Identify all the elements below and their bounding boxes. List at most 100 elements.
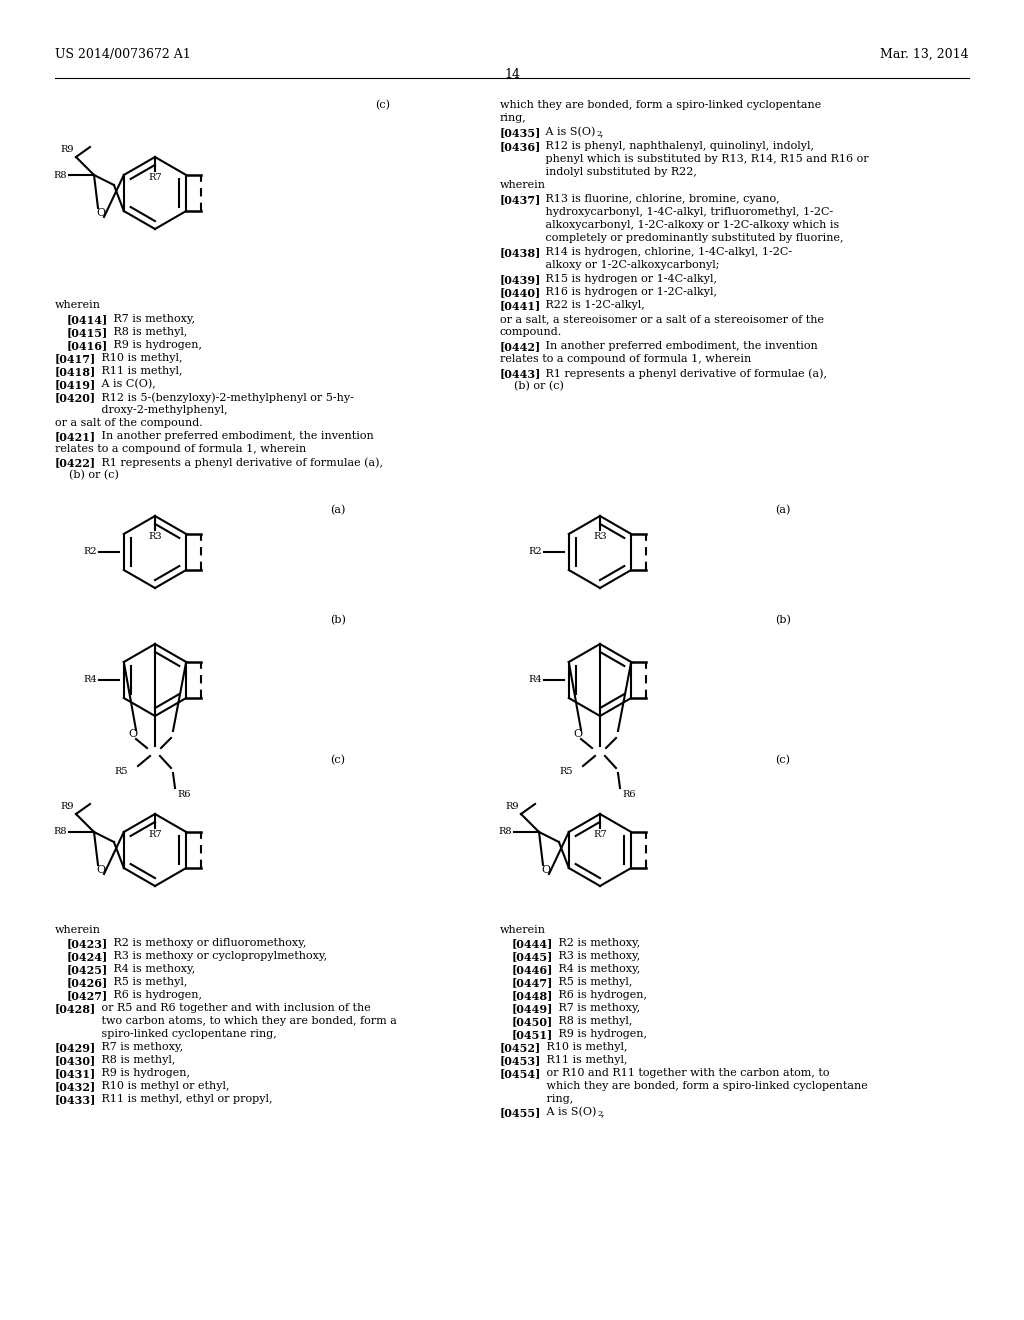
Text: wherein: wherein — [55, 300, 101, 310]
Text: [0424]: [0424] — [67, 950, 109, 962]
Text: [0439]: [0439] — [500, 275, 542, 285]
Text: R2 is methoxy,: R2 is methoxy, — [555, 939, 640, 948]
Text: or a salt, a stereoisomer or a salt of a stereoisomer of the: or a salt, a stereoisomer or a salt of a… — [500, 314, 824, 323]
Text: droxy-2-methylphenyl,: droxy-2-methylphenyl, — [98, 405, 227, 414]
Text: alkoxycarbonyl, 1-2C-alkoxy or 1-2C-alkoxy which is: alkoxycarbonyl, 1-2C-alkoxy or 1-2C-alko… — [542, 220, 840, 230]
Text: (b) or (c): (b) or (c) — [500, 381, 564, 391]
Text: R6: R6 — [177, 789, 190, 799]
Text: ,: , — [600, 127, 603, 137]
Text: R12 is 5-(benzyloxy)-2-methylphenyl or 5-hy-: R12 is 5-(benzyloxy)-2-methylphenyl or 5… — [98, 392, 354, 403]
Text: R1 represents a phenyl derivative of formulae (a),: R1 represents a phenyl derivative of for… — [98, 457, 383, 467]
Text: O: O — [573, 729, 583, 739]
Text: [0441]: [0441] — [500, 300, 542, 312]
Text: relates to a compound of formula 1, wherein: relates to a compound of formula 1, wher… — [500, 354, 752, 364]
Text: (a): (a) — [330, 506, 345, 515]
Text: R9 is hydrogen,: R9 is hydrogen, — [98, 1068, 190, 1078]
Text: R5: R5 — [115, 767, 128, 776]
Text: [0443]: [0443] — [500, 368, 542, 379]
Text: A is S(O): A is S(O) — [542, 127, 595, 137]
Text: R3 is methoxy or cyclopropylmethoxy,: R3 is methoxy or cyclopropylmethoxy, — [110, 950, 327, 961]
Text: R8 is methyl,: R8 is methyl, — [110, 327, 187, 337]
Text: [0423]: [0423] — [67, 939, 109, 949]
Text: US 2014/0073672 A1: US 2014/0073672 A1 — [55, 48, 190, 61]
Text: R5 is methyl,: R5 is methyl, — [555, 977, 633, 987]
Text: [0421]: [0421] — [55, 432, 96, 442]
Text: R3: R3 — [593, 532, 607, 541]
Text: R3: R3 — [148, 532, 162, 541]
Text: 14: 14 — [504, 69, 520, 81]
Text: ring,: ring, — [500, 114, 526, 123]
Text: 2: 2 — [597, 1110, 602, 1118]
Text: [0428]: [0428] — [55, 1003, 96, 1014]
Text: (b) or (c): (b) or (c) — [55, 470, 119, 480]
Text: R15 is hydrogen or 1-4C-alkyl,: R15 is hydrogen or 1-4C-alkyl, — [542, 275, 717, 284]
Text: R7 is methoxy,: R7 is methoxy, — [98, 1041, 183, 1052]
Text: (a): (a) — [775, 506, 791, 515]
Text: completely or predominantly substituted by fluorine,: completely or predominantly substituted … — [542, 234, 844, 243]
Text: O: O — [128, 729, 137, 739]
Text: R7 is methoxy,: R7 is methoxy, — [555, 1003, 640, 1012]
Text: wherein: wherein — [500, 925, 546, 935]
Text: R10 is methyl or ethyl,: R10 is methyl or ethyl, — [98, 1081, 229, 1092]
Text: R11 is methyl, ethyl or propyl,: R11 is methyl, ethyl or propyl, — [98, 1094, 272, 1104]
Text: hydroxycarbonyl, 1-4C-alkyl, trifluoromethyl, 1-2C-: hydroxycarbonyl, 1-4C-alkyl, trifluorome… — [542, 207, 834, 216]
Text: (c): (c) — [375, 100, 390, 111]
Text: R4: R4 — [528, 676, 542, 685]
Text: [0417]: [0417] — [55, 352, 96, 364]
Text: 2: 2 — [596, 129, 601, 139]
Text: [0436]: [0436] — [500, 141, 542, 152]
Text: [0455]: [0455] — [500, 1107, 542, 1118]
Text: R2 is methoxy or difluoromethoxy,: R2 is methoxy or difluoromethoxy, — [110, 939, 306, 948]
Text: [0454]: [0454] — [500, 1068, 542, 1078]
Text: [0445]: [0445] — [512, 950, 553, 962]
Text: [0426]: [0426] — [67, 977, 109, 987]
Text: R5 is methyl,: R5 is methyl, — [110, 977, 187, 987]
Text: which they are bonded, form a spiro-linked cyclopentane: which they are bonded, form a spiro-link… — [500, 100, 821, 110]
Text: R7: R7 — [148, 830, 162, 840]
Text: [0420]: [0420] — [55, 392, 96, 403]
Text: R11 is methyl,: R11 is methyl, — [543, 1055, 628, 1065]
Text: R2: R2 — [528, 548, 542, 557]
Text: R9: R9 — [60, 803, 74, 810]
Text: R9 is hydrogen,: R9 is hydrogen, — [110, 341, 202, 350]
Text: [0415]: [0415] — [67, 327, 109, 338]
Text: or R10 and R11 together with the carbon atom, to: or R10 and R11 together with the carbon … — [543, 1068, 829, 1078]
Text: R11 is methyl,: R11 is methyl, — [98, 366, 182, 376]
Text: O: O — [96, 209, 105, 218]
Text: alkoxy or 1-2C-alkoxycarbonyl;: alkoxy or 1-2C-alkoxycarbonyl; — [542, 260, 720, 271]
Text: R10 is methyl,: R10 is methyl, — [98, 352, 182, 363]
Text: R9 is hydrogen,: R9 is hydrogen, — [555, 1030, 647, 1039]
Text: In another preferred embodiment, the invention: In another preferred embodiment, the inv… — [98, 432, 374, 441]
Text: or R5 and R6 together and with inclusion of the: or R5 and R6 together and with inclusion… — [98, 1003, 371, 1012]
Text: [0430]: [0430] — [55, 1055, 96, 1067]
Text: R9: R9 — [506, 803, 519, 810]
Text: In another preferred embodiment, the invention: In another preferred embodiment, the inv… — [542, 341, 818, 351]
Text: Mar. 13, 2014: Mar. 13, 2014 — [881, 48, 969, 61]
Text: (c): (c) — [775, 755, 790, 766]
Text: R6 is hydrogen,: R6 is hydrogen, — [110, 990, 202, 1001]
Text: R12 is phenyl, naphthalenyl, quinolinyl, indolyl,: R12 is phenyl, naphthalenyl, quinolinyl,… — [542, 141, 814, 150]
Text: [0450]: [0450] — [512, 1016, 553, 1027]
Text: wherein: wherein — [500, 180, 546, 190]
Text: indolyl substituted by R22,: indolyl substituted by R22, — [542, 168, 697, 177]
Text: R5: R5 — [559, 767, 573, 776]
Text: R8: R8 — [53, 170, 67, 180]
Text: [0435]: [0435] — [500, 127, 542, 139]
Text: R14 is hydrogen, chlorine, 1-4C-alkyl, 1-2C-: R14 is hydrogen, chlorine, 1-4C-alkyl, 1… — [542, 247, 793, 257]
Text: (b): (b) — [330, 615, 346, 626]
Text: relates to a compound of formula 1, wherein: relates to a compound of formula 1, wher… — [55, 444, 306, 454]
Text: [0452]: [0452] — [500, 1041, 542, 1053]
Text: [0446]: [0446] — [512, 964, 553, 975]
Text: which they are bonded, form a spiro-linked cyclopentane: which they are bonded, form a spiro-link… — [543, 1081, 867, 1092]
Text: O: O — [542, 865, 551, 875]
Text: O: O — [96, 865, 105, 875]
Text: R4: R4 — [83, 676, 97, 685]
Text: [0440]: [0440] — [500, 286, 542, 298]
Text: spiro-linked cyclopentane ring,: spiro-linked cyclopentane ring, — [98, 1030, 276, 1039]
Text: [0432]: [0432] — [55, 1081, 96, 1092]
Text: [0448]: [0448] — [512, 990, 553, 1001]
Text: [0429]: [0429] — [55, 1041, 96, 1053]
Text: R10 is methyl,: R10 is methyl, — [543, 1041, 628, 1052]
Text: R6: R6 — [622, 789, 636, 799]
Text: [0453]: [0453] — [500, 1055, 542, 1067]
